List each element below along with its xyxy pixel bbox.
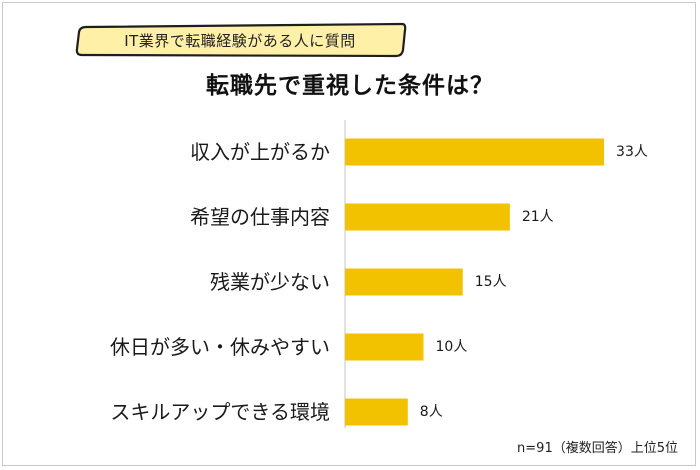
bar: [345, 398, 408, 426]
value-label: 8人: [420, 404, 443, 420]
bar: [345, 203, 510, 231]
sample-note: n=91（複数回答）上位5位: [517, 441, 678, 456]
chart-frame: [2, 2, 696, 466]
value-label: 10人: [436, 339, 468, 355]
category-label: 休日が多い・休みやすい: [110, 335, 330, 359]
category-label: 残業が少ない: [210, 270, 330, 294]
badge-text: IT業界で転職経験がある人に質問: [124, 31, 356, 50]
category-label: 希望の仕事内容: [190, 205, 330, 229]
bar: [345, 333, 424, 361]
badge-shape: [75, 22, 407, 58]
chart-title: 転職先で重視した条件は？: [206, 73, 494, 99]
value-label: 33人: [616, 144, 648, 160]
question-badge: IT業界で転職経験がある人に質問: [72, 22, 408, 58]
bar: [345, 138, 605, 166]
bar: [345, 268, 463, 296]
value-label: 15人: [475, 274, 507, 290]
category-label: 収入が上がるか: [190, 140, 330, 164]
value-label: 21人: [522, 209, 554, 225]
category-label: スキルアップできる環境: [110, 400, 330, 424]
